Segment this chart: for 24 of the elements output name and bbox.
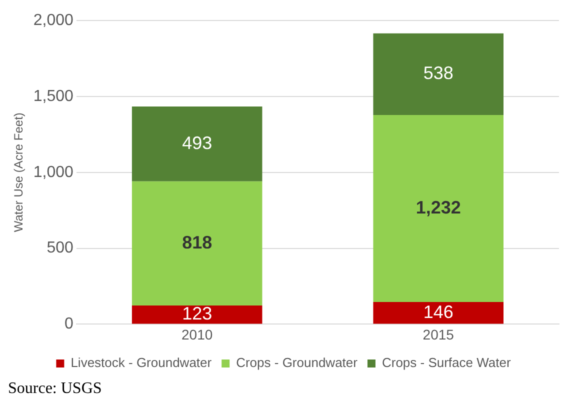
data-label: 1,232 (416, 197, 461, 218)
legend-label: Crops - Groundwater (236, 355, 358, 370)
bar (373, 33, 504, 116)
y-tick-label: 500 (46, 240, 74, 257)
legend-label: Crops - Surface Water (382, 355, 512, 370)
data-label: 538 (423, 63, 454, 84)
y-tick-label: 0 (64, 316, 74, 333)
source-note: Source: USGS (8, 380, 103, 398)
bar (373, 302, 504, 324)
y-tick-label: 2,000 (33, 12, 74, 30)
bar (132, 106, 262, 182)
x-tick-label: 2010 (182, 326, 213, 342)
data-label: 493 (182, 132, 212, 153)
data-label: 123 (182, 304, 212, 324)
y-tick-label: 1,500 (33, 88, 74, 105)
data-label: 146 (423, 302, 454, 322)
legend-label: Livestock - Groundwater (70, 355, 212, 370)
bar (373, 115, 504, 302)
data-label: 818 (182, 232, 212, 252)
bar (132, 306, 262, 324)
x-tick-label: 2015 (422, 326, 454, 342)
bar (132, 181, 262, 306)
y-axis-title: Water Use (Acre Feet) (12, 112, 26, 232)
y-tick-label: 1,000 (33, 164, 74, 181)
